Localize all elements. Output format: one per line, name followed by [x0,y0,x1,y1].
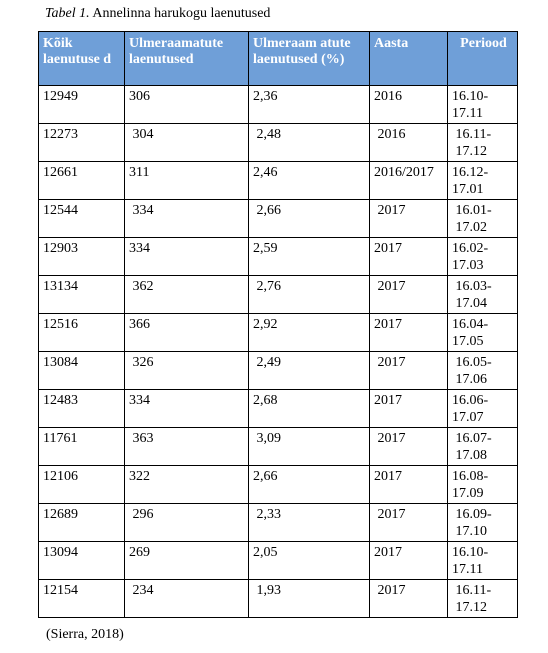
table-row: 12903 334 2,59 2017 16.02- 17.03 [38,237,518,276]
cell-scifi-percent: 2,76 [248,275,370,314]
header-all-loans: Kõik laenutuse d [38,31,125,86]
header-scifi-percent: Ulmeraam atute laenutused (%) [248,31,370,86]
cell-period: 16.08- 17.09 [447,465,518,504]
cell-scifi-percent: 3,09 [248,427,370,466]
cell-scifi-percent: 2,66 [248,199,370,238]
cell-period: 16.10- 17.11 [447,541,518,580]
cell-scifi-loans: 334 [124,237,249,276]
cell-scifi-loans: 322 [124,465,249,504]
cell-all-loans: 12661 [38,161,125,200]
cell-period: 16.12- 17.01 [447,161,518,200]
cell-year: 2016/2017 [369,161,448,200]
cell-year: 2016 [369,85,448,124]
cell-scifi-percent: 2,05 [248,541,370,580]
cell-scifi-percent: 2,92 [248,313,370,352]
cell-year: 2017 [369,389,448,428]
cell-scifi-loans: 362 [124,275,249,314]
cell-scifi-percent: 2,46 [248,161,370,200]
cell-scifi-loans: 304 [124,123,249,162]
table-row: 12106 322 2,66 2017 16.08- 17.09 [38,465,518,504]
cell-scifi-percent: 2,49 [248,351,370,390]
cell-period: 16.10- 17.11 [447,85,518,124]
caption-label: Tabel 1. [45,6,90,21]
cell-period: 16.04- 17.05 [447,313,518,352]
cell-period: 16.03- 17.04 [447,275,518,314]
cell-year: 2017 [369,313,448,352]
cell-scifi-percent: 2,33 [248,503,370,542]
cell-year: 2017 [369,465,448,504]
table-body: 12949 306 2,36 2016 16.10- 17.11 12273 304 2,… [38,85,518,618]
cell-all-loans: 12903 [38,237,125,276]
table-caption: Tabel 1. Annelinna harukogu laenutused [45,5,270,23]
cell-scifi-percent: 2,48 [248,123,370,162]
source-note: (Sierra, 2018) [46,627,124,642]
cell-all-loans: 12689 [38,503,125,542]
cell-all-loans: 12544 [38,199,125,238]
cell-all-loans: 11761 [38,427,125,466]
cell-scifi-loans: 234 [124,579,249,618]
cell-all-loans: 13084 [38,351,125,390]
cell-scifi-loans: 334 [124,389,249,428]
cell-period: 16.09- 17.10 [447,503,518,542]
cell-period: 16.06- 17.07 [447,389,518,428]
caption-text: Annelinna harukogu laenutused [92,6,271,21]
table-row: 12154 234 1,93 2017 16.11- 17.12 [38,579,518,618]
cell-scifi-loans: 311 [124,161,249,200]
cell-year: 2017 [369,579,448,618]
cell-year: 2017 [369,427,448,466]
cell-year: 2017 [369,237,448,276]
cell-period: 16.11- 17.12 [447,579,518,618]
cell-scifi-loans: 296 [124,503,249,542]
cell-period: 16.02- 17.03 [447,237,518,276]
cell-scifi-loans: 326 [124,351,249,390]
header-scifi-loans: Ulmeraamatute laenutused [124,31,249,86]
header-year: Aasta [369,31,448,86]
cell-scifi-loans: 366 [124,313,249,352]
table-row: 13134 362 2,76 2017 16.03- 17.04 [38,275,518,314]
table-row: 13084 326 2,49 2017 16.05- 17.06 [38,351,518,390]
cell-period: 16.11- 17.12 [447,123,518,162]
cell-all-loans: 12483 [38,389,125,428]
table-header-row: Kõik laenutuse d Ulmeraamatute laenutuse… [38,31,518,86]
cell-year: 2017 [369,503,448,542]
cell-all-loans: 13134 [38,275,125,314]
cell-scifi-loans: 363 [124,427,249,466]
cell-year: 2017 [369,199,448,238]
cell-period: 16.05- 17.06 [447,351,518,390]
cell-scifi-loans: 306 [124,85,249,124]
loans-table: Kõik laenutuse d Ulmeraamatute laenutuse… [38,31,518,618]
table-row: 13094 269 2,05 2017 16.10- 17.11 [38,541,518,580]
cell-scifi-loans: 334 [124,199,249,238]
table-row: 12661 311 2,46 2016/2017 16.12- 17.01 [38,161,518,200]
cell-all-loans: 12949 [38,85,125,124]
cell-scifi-loans: 269 [124,541,249,580]
cell-all-loans: 12516 [38,313,125,352]
cell-scifi-percent: 2,66 [248,465,370,504]
cell-all-loans: 12106 [38,465,125,504]
cell-all-loans: 13094 [38,541,125,580]
table-row: 12544 334 2,66 2017 16.01- 17.02 [38,199,518,238]
cell-year: 2017 [369,351,448,390]
header-period: Periood [447,31,518,86]
table-row: 12273 304 2,48 2016 16.11- 17.12 [38,123,518,162]
cell-scifi-percent: 2,36 [248,85,370,124]
table-row: 12689 296 2,33 2017 16.09- 17.10 [38,503,518,542]
cell-period: 16.01- 17.02 [447,199,518,238]
cell-scifi-percent: 2,59 [248,237,370,276]
table-row: 11761 363 3,09 2017 16.07- 17.08 [38,427,518,466]
cell-period: 16.07- 17.08 [447,427,518,466]
cell-scifi-percent: 2,68 [248,389,370,428]
table-row: 12516 366 2,92 2017 16.04- 17.05 [38,313,518,352]
cell-all-loans: 12273 [38,123,125,162]
cell-year: 2017 [369,541,448,580]
cell-all-loans: 12154 [38,579,125,618]
cell-scifi-percent: 1,93 [248,579,370,618]
table-row: 12949 306 2,36 2016 16.10- 17.11 [38,85,518,124]
cell-year: 2016 [369,123,448,162]
table-row: 12483 334 2,68 2017 16.06- 17.07 [38,389,518,428]
cell-year: 2017 [369,275,448,314]
